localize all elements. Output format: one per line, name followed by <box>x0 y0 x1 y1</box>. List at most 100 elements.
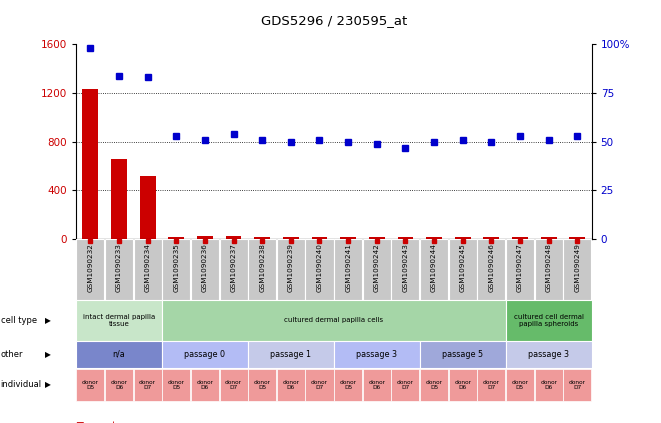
Text: ▶: ▶ <box>45 316 51 325</box>
Bar <box>506 369 534 401</box>
Bar <box>134 369 162 401</box>
Text: donor
D6: donor D6 <box>196 379 214 390</box>
Bar <box>83 89 98 239</box>
Text: donor
D5: donor D5 <box>512 379 529 390</box>
Text: GSM1090235: GSM1090235 <box>173 243 179 292</box>
Text: GSM1090246: GSM1090246 <box>488 243 494 292</box>
Text: other: other <box>1 350 23 359</box>
Text: donor
D6: donor D6 <box>540 379 557 390</box>
Bar <box>420 369 448 401</box>
Bar <box>76 369 104 401</box>
Text: GSM1090236: GSM1090236 <box>202 243 208 292</box>
Text: donor
D5: donor D5 <box>82 379 99 390</box>
Bar <box>541 237 557 239</box>
Bar <box>563 369 592 401</box>
Text: GSM1090242: GSM1090242 <box>373 243 380 292</box>
Bar <box>449 239 477 300</box>
Bar <box>334 369 362 401</box>
Bar <box>225 236 241 239</box>
Bar <box>277 239 305 300</box>
Text: passage 5: passage 5 <box>442 350 483 359</box>
Bar <box>512 237 528 239</box>
Bar <box>134 239 162 300</box>
Text: GSM1090237: GSM1090237 <box>231 243 237 292</box>
Text: ▶: ▶ <box>45 350 51 359</box>
Bar <box>248 369 276 401</box>
Bar <box>311 237 327 239</box>
Bar <box>506 239 534 300</box>
Text: GSM1090245: GSM1090245 <box>459 243 466 292</box>
Bar <box>535 239 563 300</box>
Text: intact dermal papilla
tissue: intact dermal papilla tissue <box>83 314 155 327</box>
Text: GSM1090241: GSM1090241 <box>345 243 351 292</box>
Bar <box>305 369 334 401</box>
Bar <box>369 237 385 239</box>
Bar <box>191 239 219 300</box>
Bar <box>277 369 305 401</box>
Text: donor
D6: donor D6 <box>110 379 128 390</box>
Bar <box>254 237 270 239</box>
Text: GSM1090239: GSM1090239 <box>288 243 294 292</box>
Text: donor
D7: donor D7 <box>568 379 586 390</box>
Text: GSM1090247: GSM1090247 <box>517 243 523 292</box>
Bar <box>426 237 442 239</box>
Text: passage 1: passage 1 <box>270 350 311 359</box>
Bar <box>563 239 592 300</box>
Bar <box>455 237 471 239</box>
Bar <box>535 369 563 401</box>
Bar <box>391 239 420 300</box>
Text: passage 0: passage 0 <box>184 350 225 359</box>
Text: passage 3: passage 3 <box>528 350 569 359</box>
Text: donor
D7: donor D7 <box>139 379 156 390</box>
Text: donor
D5: donor D5 <box>254 379 271 390</box>
Bar <box>334 239 362 300</box>
Bar <box>420 341 506 368</box>
Bar <box>219 369 248 401</box>
Bar <box>334 341 420 368</box>
Bar <box>76 300 162 341</box>
Bar <box>483 237 499 239</box>
Bar <box>397 237 413 239</box>
Text: cultured dermal papilla cells: cultured dermal papilla cells <box>284 317 383 324</box>
Bar <box>340 237 356 239</box>
Text: GSM1090233: GSM1090233 <box>116 243 122 292</box>
Bar <box>162 341 248 368</box>
Bar <box>105 369 133 401</box>
Text: donor
D5: donor D5 <box>426 379 443 390</box>
Bar <box>363 369 391 401</box>
Bar <box>139 176 155 239</box>
Text: GDS5296 / 230595_at: GDS5296 / 230595_at <box>260 14 407 27</box>
Text: GSM1090238: GSM1090238 <box>259 243 265 292</box>
Bar <box>76 239 104 300</box>
Text: donor
D5: donor D5 <box>168 379 185 390</box>
Text: individual: individual <box>1 380 42 390</box>
Text: n/a: n/a <box>112 350 126 359</box>
Text: donor
D7: donor D7 <box>225 379 242 390</box>
Text: GSM1090244: GSM1090244 <box>431 243 437 292</box>
Bar <box>76 341 162 368</box>
Bar <box>162 300 506 341</box>
Text: passage 3: passage 3 <box>356 350 397 359</box>
Text: cell type: cell type <box>1 316 37 325</box>
Text: GSM1090240: GSM1090240 <box>317 243 323 292</box>
Text: GSM1090248: GSM1090248 <box>545 243 552 292</box>
Text: ▶: ▶ <box>45 380 51 390</box>
Bar <box>477 239 506 300</box>
Bar <box>169 236 184 239</box>
Text: ■  count: ■ count <box>76 420 116 423</box>
Bar <box>305 239 334 300</box>
Text: donor
D5: donor D5 <box>340 379 357 390</box>
Bar <box>111 159 127 239</box>
Bar <box>506 341 592 368</box>
Bar <box>248 239 276 300</box>
Bar <box>191 369 219 401</box>
Bar <box>506 300 592 341</box>
Bar <box>248 341 334 368</box>
Bar <box>477 369 506 401</box>
Text: donor
D7: donor D7 <box>483 379 500 390</box>
Text: GSM1090249: GSM1090249 <box>574 243 580 292</box>
Bar <box>162 239 190 300</box>
Text: cultured cell dermal
papilla spheroids: cultured cell dermal papilla spheroids <box>514 314 584 327</box>
Text: GSM1090234: GSM1090234 <box>145 243 151 292</box>
Bar <box>569 237 585 239</box>
